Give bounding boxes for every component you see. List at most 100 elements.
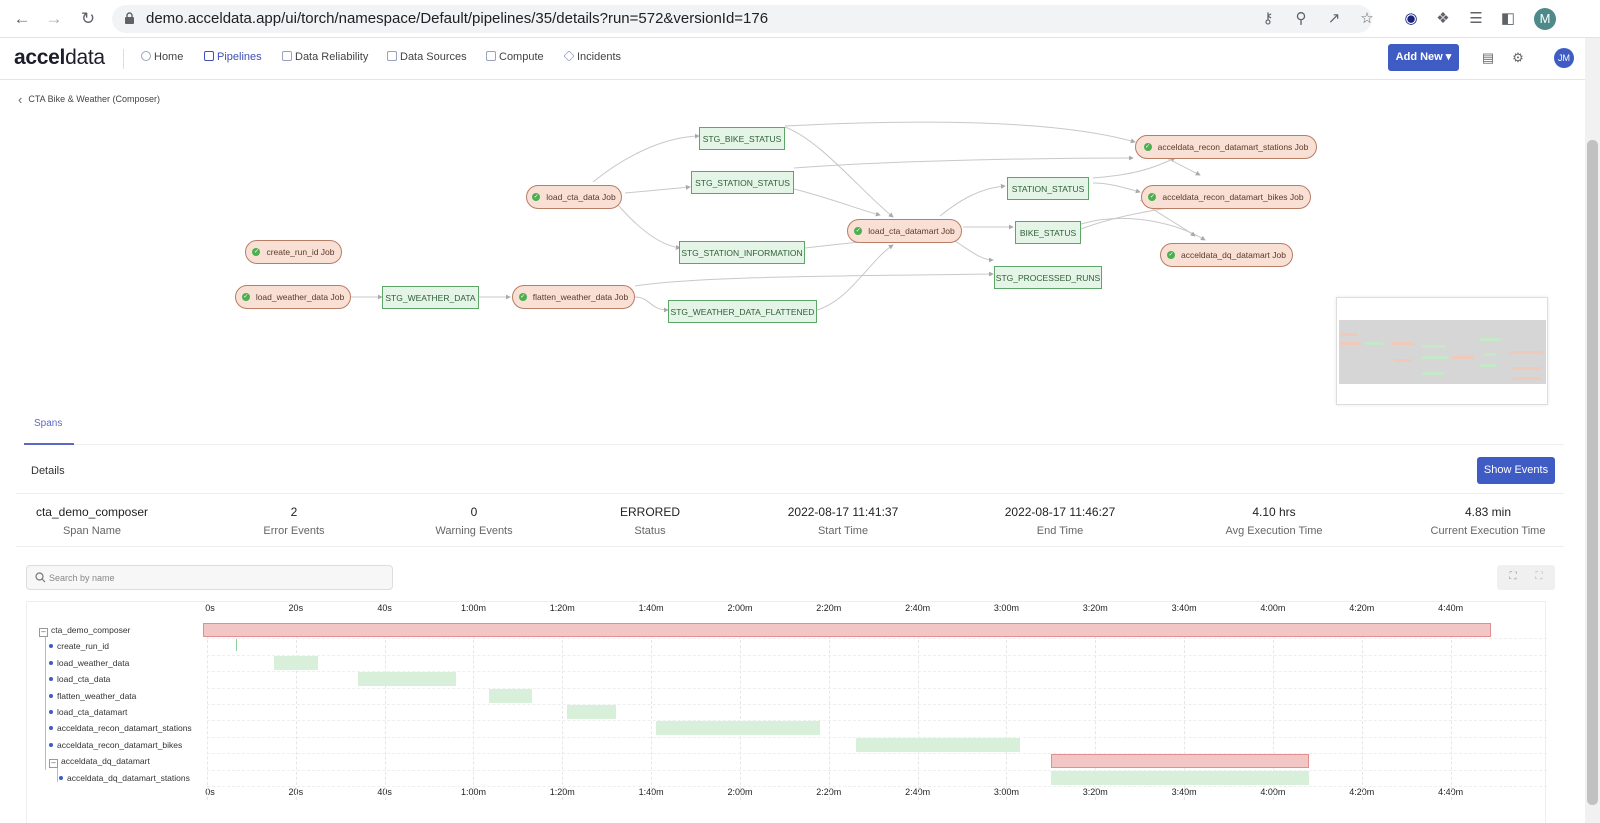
span-bar[interactable] <box>656 721 821 736</box>
nav-compute[interactable]: Compute <box>486 51 544 63</box>
span-bar[interactable] <box>855 737 1021 752</box>
collapse-icon[interactable]: ⛶ <box>1535 571 1543 582</box>
span-row-label[interactable]: – cta_demo_composer <box>39 625 130 637</box>
expand-icon[interactable]: ⛶ <box>1509 571 1517 582</box>
span-bar[interactable] <box>236 639 238 652</box>
sidebar-icon[interactable]: ◧ <box>1500 10 1516 27</box>
span-bar[interactable] <box>567 705 617 719</box>
span-dot-icon <box>49 644 53 649</box>
search-input[interactable] <box>49 568 379 588</box>
time-axis-tick-bottom: 0s <box>205 787 215 797</box>
media-queue-icon[interactable]: ☰ <box>1469 10 1483 27</box>
span-bar[interactable] <box>274 655 319 670</box>
row-gridline <box>207 720 1547 722</box>
success-check-icon: ✓ <box>854 227 863 235</box>
span-row-label[interactable]: flatten_weather_data <box>49 691 136 701</box>
minimap-node <box>1365 342 1383 345</box>
graph-node-table[interactable]: STG_STATION_STATUS <box>691 171 794 194</box>
extension-circle-icon[interactable]: ◉ <box>1404 10 1418 27</box>
span-bar[interactable] <box>203 623 1491 637</box>
back-arrow-icon[interactable]: ← <box>13 9 31 28</box>
graph-node-job[interactable]: ✓ acceldata_recon_datamart_stations Job <box>1135 135 1317 159</box>
page-scrollbar-thumb[interactable] <box>1587 140 1598 805</box>
time-axis-tick-top: 2:00m <box>727 603 753 613</box>
stat-start-time: 2022-08-17 11:41:37 Start Time <box>787 505 899 537</box>
graph-edge <box>784 121 1136 144</box>
span-bar[interactable] <box>358 672 457 687</box>
span-row-label[interactable]: load_weather_data <box>49 658 129 668</box>
span-bar[interactable] <box>1051 770 1309 785</box>
nav-incidents[interactable]: Incidents <box>563 50 621 63</box>
back-chevron-icon[interactable]: ‹ <box>18 92 23 107</box>
graph-edge <box>634 296 669 313</box>
span-row-label[interactable]: acceldata_recon_datamart_stations <box>49 723 192 733</box>
graph-node-job[interactable]: ✓ load_weather_data Job <box>235 285 351 309</box>
span-dot-icon <box>49 660 53 665</box>
collapse-toggle-icon[interactable]: – <box>49 759 58 769</box>
span-row-label[interactable]: load_cta_data <box>49 674 110 684</box>
graph-node-table[interactable]: STG_STATION_INFORMATION <box>679 241 805 264</box>
graph-node-table[interactable]: STG_WEATHER_DATA <box>382 286 479 309</box>
graph-node-job[interactable]: ✓ load_cta_data Job <box>526 185 622 209</box>
forward-arrow-icon[interactable]: → <box>45 9 63 28</box>
span-dot-icon <box>49 693 53 698</box>
span-row-label[interactable]: create_run_id <box>49 641 109 651</box>
span-name: acceldata_dq_datamart_stations <box>67 772 190 783</box>
tab-spans[interactable]: Spans <box>34 418 63 429</box>
acceldata-logo[interactable]: acceldata <box>14 46 105 69</box>
show-events-button[interactable]: Show Events <box>1477 457 1555 484</box>
time-gridline <box>1361 625 1363 800</box>
time-axis-tick-top: 1:40m <box>638 603 664 613</box>
span-row-label[interactable]: acceldata_recon_datamart_bikes <box>49 740 182 750</box>
reload-icon[interactable]: ↻ <box>80 9 96 28</box>
graph-node-table[interactable]: STG_WEATHER_DATA_FLATTENED <box>668 300 817 323</box>
span-dot-icon <box>49 710 53 714</box>
span-bar[interactable] <box>489 688 532 703</box>
minimap-node <box>1422 345 1446 348</box>
graph-node-table[interactable]: STG_BIKE_STATUS <box>699 127 785 150</box>
search-icon <box>35 572 46 583</box>
graph-node-job[interactable]: ✓ acceldata_recon_datamart_bikes Job <box>1141 185 1311 209</box>
graph-node-table[interactable]: STG_PROCESSED_RUNS <box>994 266 1102 289</box>
gear-icon[interactable]: ⚙ <box>1512 50 1524 65</box>
span-name: load_weather_data <box>57 657 130 668</box>
address-bar[interactable]: demo.acceldata.app/ui/torch/namespace/De… <box>112 5 1374 33</box>
span-row-label[interactable]: acceldata_dq_datamart_stations <box>59 773 190 783</box>
graph-minimap[interactable] <box>1336 297 1548 405</box>
add-new-button[interactable]: Add New ▾ <box>1388 44 1459 71</box>
nav-data-sources[interactable]: Data Sources <box>387 51 467 63</box>
browser-profile-avatar[interactable]: M <box>1534 8 1556 30</box>
graph-node-job[interactable]: ✓ acceldata_dq_datamart Job <box>1160 243 1293 267</box>
graph-edge <box>939 183 1006 217</box>
stat-span-name: cta_demo_composer Span Name <box>35 505 149 537</box>
collapse-toggle-icon[interactable]: – <box>39 628 48 637</box>
monitor-icon[interactable]: ▤ <box>1481 50 1495 65</box>
row-gridline <box>207 671 1547 673</box>
graph-node-table[interactable]: STATION_STATUS <box>1007 177 1089 200</box>
span-search[interactable] <box>26 565 393 590</box>
share-icon[interactable]: ↗ <box>1327 10 1341 27</box>
zoom-icon[interactable]: ⚲ <box>1295 10 1307 27</box>
graph-node-table[interactable]: BIKE_STATUS <box>1015 221 1081 244</box>
time-gridline <box>828 625 830 800</box>
stat-error-events: 2 Error Events <box>263 505 325 537</box>
pipeline-title: CTA Bike & Weather (Composer) <box>28 94 161 104</box>
span-bar[interactable] <box>1051 754 1309 769</box>
nav-data-reliability[interactable]: Data Reliability <box>282 51 368 63</box>
star-icon[interactable]: ☆ <box>1360 10 1374 27</box>
graph-node-job[interactable]: ✓ create_run_id Job <box>245 240 342 264</box>
span-row-label[interactable]: load_cta_datamart <box>49 707 127 717</box>
graph-node-job[interactable]: ✓ flatten_weather_data Job <box>512 285 635 309</box>
key-icon[interactable]: ⚷ <box>1262 10 1274 27</box>
nav-home[interactable]: Home <box>141 51 183 63</box>
graph-edge <box>793 188 881 217</box>
breadcrumb[interactable]: ‹ CTA Bike & Weather (Composer) <box>18 92 160 107</box>
nav-pipelines[interactable]: Pipelines <box>204 51 262 63</box>
user-avatar[interactable]: JM <box>1554 48 1574 68</box>
extensions-puzzle-icon[interactable]: ❖ <box>1436 10 1450 27</box>
span-dot-icon <box>49 726 53 731</box>
url-text[interactable]: demo.acceldata.app/ui/torch/namespace/De… <box>146 10 769 27</box>
graph-node-job[interactable]: ✓ load_cta_datamart Job <box>847 219 962 243</box>
success-check-icon: ✓ <box>518 293 527 301</box>
span-row-label[interactable]: – acceldata_dq_datamart <box>49 756 150 769</box>
